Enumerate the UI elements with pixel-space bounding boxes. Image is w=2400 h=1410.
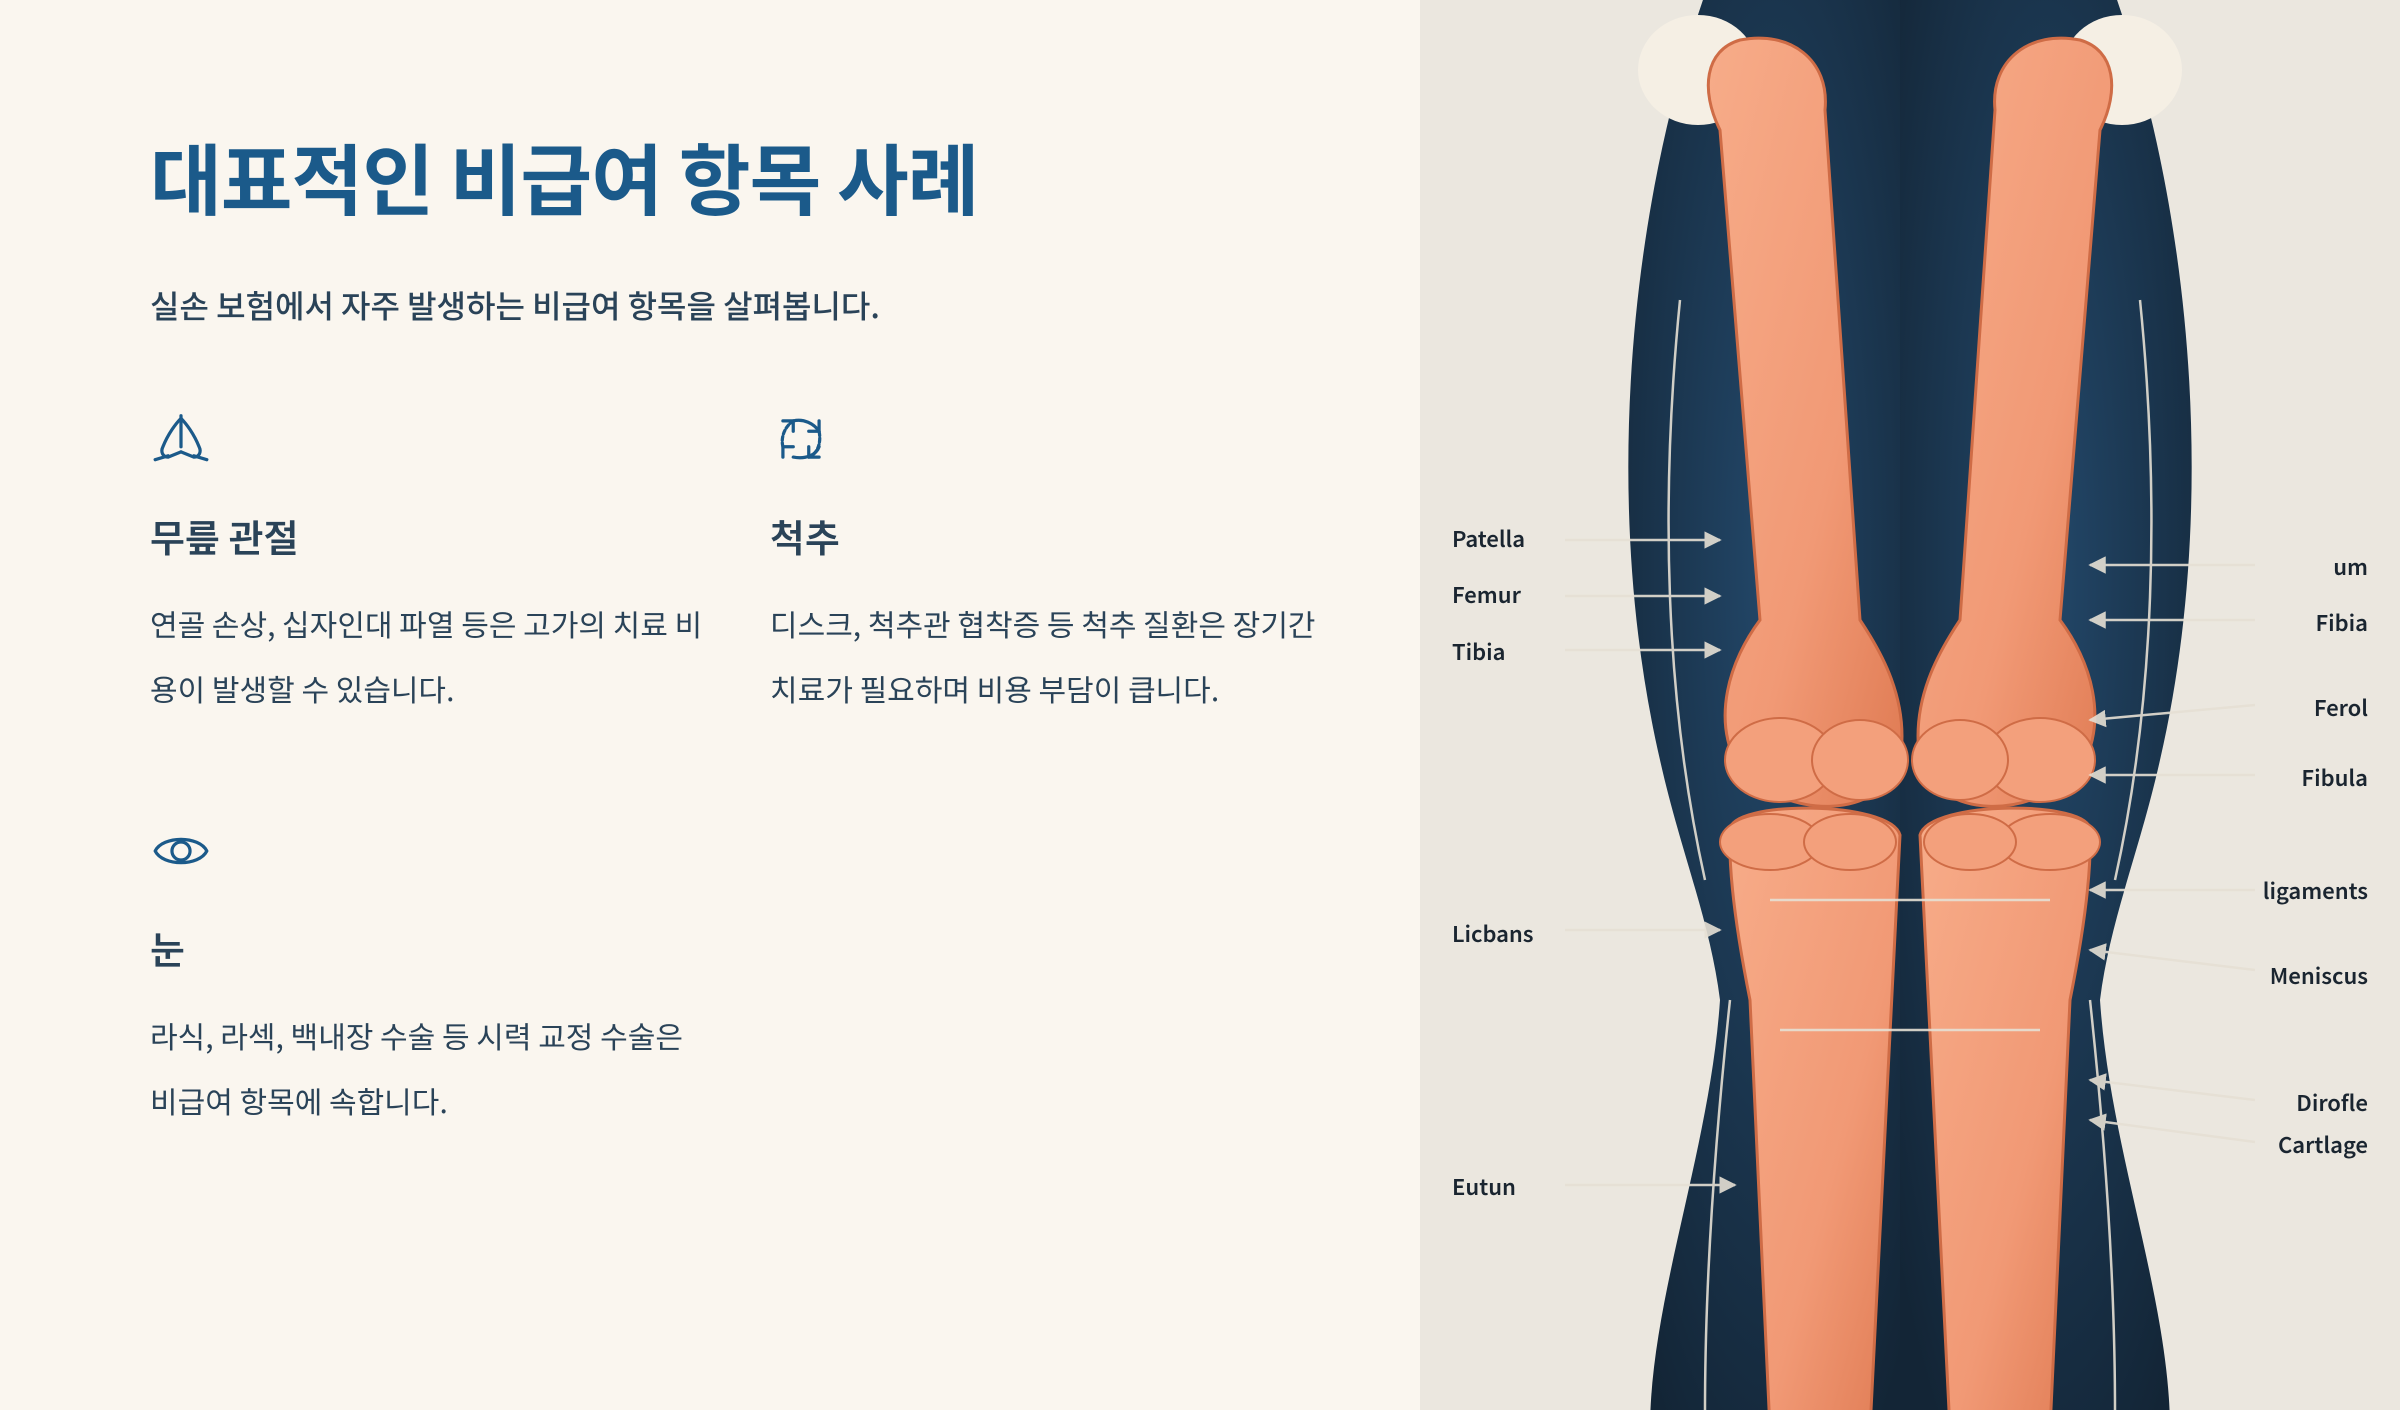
anatomy-label: Femur	[1452, 578, 1521, 610]
item-knee: 무릎 관절 연골 손상, 십자인대 파열 등은 고가의 치료 비용이 발생할 수…	[150, 408, 710, 720]
item-eye: 눈 라식, 라섹, 백내장 수술 등 시력 교정 수술은 비급여 항목에 속합니…	[150, 820, 710, 1132]
anatomy-label: Ferol	[2314, 691, 2368, 723]
item-title: 무릎 관절	[150, 508, 710, 563]
item-desc: 연골 손상, 십자인대 파열 등은 고가의 치료 비용이 발생할 수 있습니다.	[150, 591, 710, 720]
anatomy-label: ligaments	[2263, 874, 2368, 906]
items-grid: 무릎 관절 연골 손상, 십자인대 파열 등은 고가의 치료 비용이 발생할 수…	[150, 408, 1340, 1132]
anatomy-label: um	[2333, 550, 2368, 582]
item-desc: 디스크, 척추관 협착증 등 척추 질환은 장기간 치료가 필요하며 비용 부담…	[770, 591, 1330, 720]
item-spine: 척추 디스크, 척추관 협착증 등 척추 질환은 장기간 치료가 필요하며 비용…	[770, 408, 1330, 720]
anatomy-label: Dirofle	[2296, 1086, 2368, 1118]
item-title: 척추	[770, 508, 1330, 563]
anatomy-label: Patella	[1452, 522, 1525, 554]
anatomy-label: Fibia	[2315, 606, 2368, 638]
rotate-arrows-icon	[770, 408, 1330, 478]
item-title: 눈	[150, 920, 710, 975]
page-subtitle: 실손 보험에서 자주 발생하는 비급여 항목을 살펴봅니다.	[150, 282, 1340, 328]
page-title: 대표적인 비급여 항목 사례	[150, 120, 1340, 232]
anatomy-label: Tibia	[1452, 635, 1505, 667]
eye-icon	[150, 820, 710, 890]
anatomy-panel: Patella Femur Tibia Licbans Eutun um Fib…	[1420, 0, 2400, 1410]
anatomy-label: Licbans	[1452, 917, 1534, 949]
anatomy-label: Fibula	[2301, 761, 2368, 793]
anatomy-illustration: Patella Femur Tibia Licbans Eutun um Fib…	[1450, 0, 2370, 1410]
anatomy-label: Eutun	[1452, 1170, 1516, 1202]
hands-pray-icon	[150, 408, 710, 478]
item-desc: 라식, 라섹, 백내장 수술 등 시력 교정 수술은 비급여 항목에 속합니다.	[150, 1003, 710, 1132]
anatomy-label: Cartlage	[2278, 1128, 2368, 1160]
anatomy-label: Meniscus	[2270, 959, 2368, 991]
